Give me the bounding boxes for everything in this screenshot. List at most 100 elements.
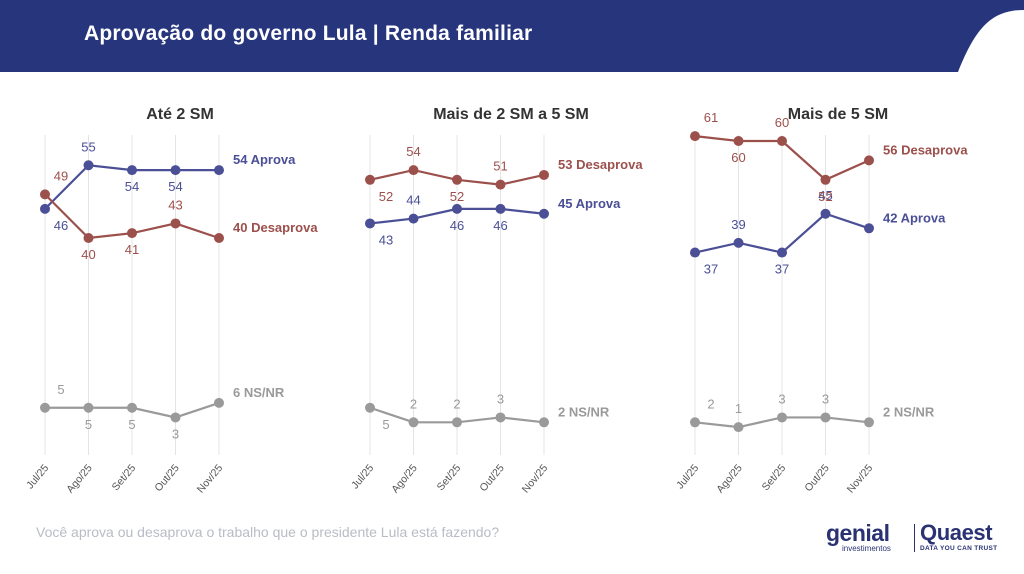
chart-panel-1: Até 2 SM Jul/25 Ago/25 Set/25 Out/25 Nov/25 46… — [24, 106, 318, 495]
data-point-nsnr — [365, 402, 375, 413]
data-label-desaprova: 52 — [818, 189, 832, 204]
data-point-desaprova — [690, 131, 700, 142]
data-point-nsnr — [777, 412, 787, 423]
data-label-aprova: 45 — [818, 188, 832, 203]
data-point-desaprova — [40, 189, 50, 200]
x-tick-label: Set/25 — [435, 462, 464, 493]
data-label-desaprova: 60 — [775, 115, 789, 130]
data-point-desaprova — [539, 169, 549, 180]
data-label-desaprova: 41 — [125, 242, 139, 257]
data-point-aprova — [40, 203, 50, 214]
x-tick-label: Out/25 — [152, 462, 182, 494]
data-point-nsnr — [40, 402, 50, 413]
data-label-desaprova: 54 — [406, 144, 420, 159]
data-point-aprova — [365, 218, 375, 229]
data-point-nsnr — [127, 402, 137, 413]
quaest-tagline: DATA YOU CAN TRUST — [920, 545, 998, 552]
x-tick-label: Nov/25 — [845, 462, 876, 495]
data-label-aprova: 54 — [125, 179, 139, 194]
data-point-desaprova — [733, 136, 744, 146]
data-label-nsnr: 3 — [497, 391, 504, 406]
data-label-nsnr: 3 — [778, 391, 785, 406]
data-label-desaprova: 43 — [168, 197, 182, 212]
data-label-nsnr: 5 — [57, 382, 64, 397]
end-label-nsnr: 6 NS/NR — [233, 385, 285, 400]
chart-panel-2: Mais de 2 SM a 5 SM Jul/25 Ago/25 Set/25 Out… — [349, 106, 643, 495]
x-tick-label: Ago/25 — [714, 462, 745, 495]
x-tick-label: Ago/25 — [389, 462, 420, 495]
data-label-aprova: 39 — [731, 217, 745, 232]
data-point-nsnr — [83, 402, 94, 413]
data-label-desaprova: 40 — [81, 247, 95, 262]
end-label-desaprova: 53 Desaprova — [558, 157, 643, 172]
data-label-aprova: 46 — [54, 218, 68, 233]
end-label-aprova: 45 Aprova — [558, 196, 621, 211]
data-label-aprova: 55 — [81, 139, 95, 154]
data-point-aprova — [83, 160, 94, 171]
data-point-nsnr — [170, 412, 181, 423]
data-point-nsnr — [539, 417, 549, 428]
data-label-aprova: 54 — [168, 179, 182, 194]
data-point-desaprova — [365, 174, 375, 185]
data-point-nsnr — [495, 412, 506, 423]
data-point-desaprova — [820, 174, 831, 185]
data-point-desaprova — [214, 233, 224, 243]
quaest-logo: Quaest DATA YOU CAN TRUST — [920, 522, 1024, 553]
data-point-aprova — [820, 208, 831, 219]
x-tick-label: Nov/25 — [195, 462, 226, 495]
data-point-aprova — [170, 165, 181, 176]
x-tick-label: Nov/25 — [520, 462, 551, 495]
data-label-aprova: 44 — [406, 193, 420, 208]
data-point-desaprova — [170, 218, 181, 229]
data-point-desaprova — [777, 136, 787, 146]
data-label-nsnr: 2 — [453, 396, 460, 411]
data-point-desaprova — [864, 155, 874, 166]
data-point-nsnr — [733, 422, 744, 433]
data-point-desaprova — [452, 174, 462, 185]
data-point-nsnr — [690, 417, 700, 428]
data-label-desaprova: 61 — [704, 110, 718, 125]
data-label-desaprova: 52 — [450, 189, 464, 204]
survey-question: Você aprova ou desaprova o trabalho que … — [36, 524, 500, 540]
end-label-aprova: 42 Aprova — [883, 210, 946, 225]
quaest-wordmark: Quaest — [920, 520, 993, 545]
x-tick-label: Jul/25 — [674, 462, 701, 491]
data-point-nsnr — [452, 417, 462, 428]
header-band — [0, 0, 1024, 72]
data-point-nsnr — [214, 397, 224, 408]
x-tick-label: Out/25 — [477, 462, 507, 494]
data-point-aprova — [690, 247, 700, 258]
data-label-desaprova: 51 — [493, 159, 507, 174]
data-label-aprova: 37 — [704, 262, 718, 277]
data-label-nsnr: 2 — [410, 396, 417, 411]
data-point-nsnr — [820, 412, 831, 423]
chart-title: Mais de 2 SM a 5 SM — [433, 106, 589, 123]
data-point-aprova — [733, 237, 744, 248]
x-tick-label: Jul/25 — [24, 462, 51, 491]
data-label-nsnr: 5 — [85, 417, 92, 432]
data-label-aprova: 46 — [450, 218, 464, 233]
data-label-aprova: 37 — [775, 262, 789, 277]
data-label-nsnr: 5 — [382, 417, 389, 432]
data-label-nsnr: 3 — [822, 391, 829, 406]
chart-panel-3: Mais de 5 SM Jul/25 Ago/25 Set/25 Out/25 Nov/… — [674, 106, 968, 495]
data-point-desaprova — [495, 179, 506, 190]
chart-title: Até 2 SM — [146, 106, 214, 123]
data-label-aprova: 43 — [379, 232, 393, 247]
data-point-aprova — [452, 203, 462, 214]
data-point-desaprova — [127, 228, 137, 239]
genial-logo: genial investimentos — [826, 522, 910, 554]
end-label-aprova: 54 Aprova — [233, 152, 296, 167]
data-point-aprova — [777, 247, 787, 258]
data-label-nsnr: 3 — [172, 426, 179, 441]
end-label-nsnr: 2 NS/NR — [883, 404, 935, 419]
data-point-aprova — [408, 213, 419, 224]
data-point-aprova — [214, 165, 224, 176]
data-point-nsnr — [864, 417, 874, 428]
data-point-nsnr — [408, 417, 419, 428]
end-label-desaprova: 56 Desaprova — [883, 142, 968, 157]
data-point-desaprova — [408, 165, 419, 176]
x-tick-label: Jul/25 — [349, 462, 376, 491]
data-point-aprova — [127, 165, 137, 176]
